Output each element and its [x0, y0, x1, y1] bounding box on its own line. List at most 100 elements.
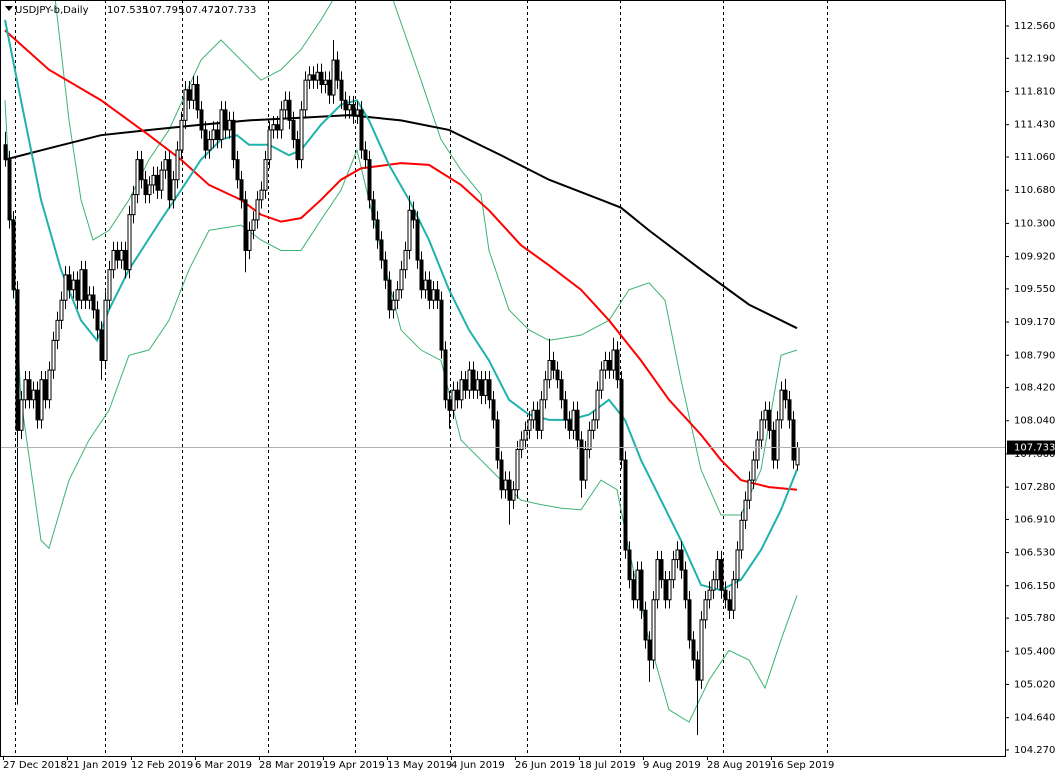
y-tick-label: 108.040 — [1014, 416, 1055, 427]
candle-body — [375, 219, 380, 241]
candle-body — [167, 159, 172, 201]
candle-body — [783, 389, 788, 401]
y-tick-label: 105.020 — [1014, 679, 1055, 690]
candle-body — [527, 419, 532, 431]
candle-body — [571, 409, 576, 431]
candle-body — [715, 559, 720, 581]
candle-body — [595, 389, 600, 421]
header-close: 107.733 — [215, 5, 256, 16]
x-tick-label: 27 Dec 2018 — [3, 760, 67, 771]
chart-title: USDJPY-b,Daily — [15, 5, 89, 16]
x-tick-label: 26 Jun 2019 — [515, 760, 575, 771]
candle-body — [695, 659, 700, 681]
candle-body — [415, 219, 420, 261]
x-tick-label: 4 Jun 2019 — [451, 760, 505, 771]
candle-body — [307, 74, 312, 81]
candle-body — [691, 639, 696, 661]
candle-body — [87, 294, 92, 301]
candle-body — [299, 109, 304, 161]
candle-body — [579, 439, 584, 481]
candle-body — [759, 419, 764, 441]
candle-body — [279, 109, 284, 131]
candle-body — [211, 129, 216, 141]
candle-body — [43, 379, 48, 401]
candle-body — [419, 259, 424, 291]
candle-body — [395, 289, 400, 301]
candle-body — [535, 409, 540, 431]
candle-body — [203, 129, 208, 151]
candle-body — [523, 429, 528, 441]
candle-body — [703, 599, 708, 621]
candle-body — [63, 274, 68, 301]
candle-body — [451, 389, 456, 411]
candle-body — [67, 274, 72, 291]
candle-body — [767, 409, 772, 431]
candle-body — [519, 439, 524, 451]
candle-body — [143, 179, 148, 196]
y-tick-label: 104.640 — [1014, 713, 1055, 724]
candle-body — [399, 269, 404, 291]
candle-body — [623, 459, 628, 551]
indicator-line — [4, 100, 798, 723]
candle-body — [575, 409, 580, 441]
y-tick-label: 104.270 — [1014, 745, 1055, 756]
candle-body — [563, 399, 568, 421]
x-tick-label: 13 May 2019 — [387, 760, 452, 771]
candle-body — [731, 579, 736, 611]
x-tick-label: 28 Mar 2019 — [259, 760, 322, 771]
candle-body — [239, 179, 244, 201]
candle-body — [531, 409, 536, 421]
candle-body — [179, 119, 184, 151]
candle-body — [627, 549, 632, 581]
candle-body — [339, 79, 344, 101]
candle-body — [383, 259, 388, 281]
candle-body — [547, 359, 552, 381]
y-tick-label: 112.560 — [1014, 21, 1055, 32]
y-tick-label: 109.170 — [1014, 317, 1055, 328]
x-tick-label: 6 Mar 2019 — [195, 760, 252, 771]
candle-body — [359, 109, 364, 151]
candle-body — [55, 319, 60, 341]
x-tick-label: 21 Jan 2019 — [67, 760, 127, 771]
candle-body — [11, 219, 16, 291]
candle-body — [639, 569, 644, 611]
candle-body — [771, 429, 776, 461]
candle-body — [151, 174, 156, 186]
indicator-line — [4, 29, 798, 491]
candle-body — [287, 99, 292, 121]
candle-body — [39, 379, 44, 421]
candle-body — [443, 349, 448, 401]
candle-body — [583, 449, 588, 481]
candle-body — [335, 59, 340, 81]
candle-body — [147, 184, 152, 196]
candle-body — [51, 339, 56, 371]
candle-body — [159, 169, 164, 191]
candle-body — [371, 199, 376, 221]
candle-body — [103, 299, 108, 361]
candle-body — [119, 249, 124, 261]
candle-body — [115, 249, 120, 261]
candle-body — [427, 279, 432, 301]
indicator-line — [54, 0, 798, 516]
candle-body — [235, 159, 240, 181]
candle-body — [615, 349, 620, 381]
plot-area — [0, 0, 1005, 736]
candle-body — [567, 419, 572, 431]
candle-body — [511, 489, 516, 501]
y-tick-label: 110.300 — [1014, 218, 1055, 229]
candle-body — [507, 479, 512, 501]
candle-body — [315, 71, 320, 81]
candle-body — [19, 399, 24, 431]
candle-body — [363, 149, 368, 161]
candle-body — [655, 559, 660, 601]
candle-body — [15, 289, 20, 431]
candle-body — [591, 419, 596, 431]
candle-body — [223, 109, 228, 131]
candle-body — [291, 119, 296, 141]
candle-body — [323, 79, 328, 86]
candle-body — [747, 479, 752, 501]
candle-body — [183, 89, 188, 121]
y-tick-label: 107.280 — [1014, 482, 1055, 493]
candle-body — [683, 569, 688, 601]
